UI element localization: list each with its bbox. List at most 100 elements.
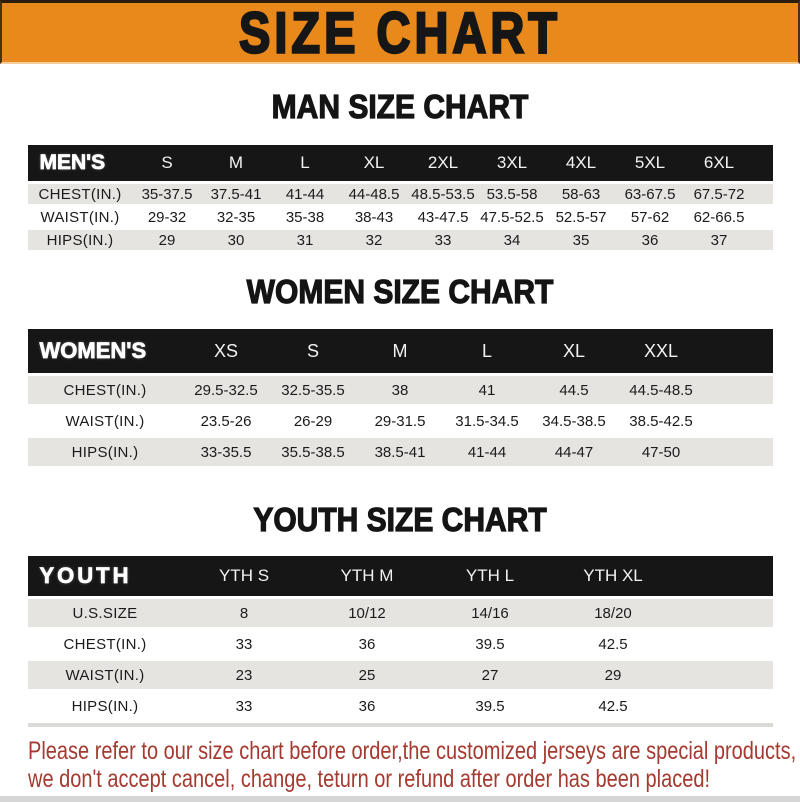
table-header-size: XXL: [617, 329, 705, 373]
table-cell: 33: [408, 230, 478, 250]
table-header-size: S: [132, 145, 202, 181]
table-cell: 34.5-38.5: [530, 407, 618, 435]
table-header-size: 2XL: [408, 145, 478, 181]
table-header-size: 4XL: [546, 145, 616, 181]
table-cell: 41-44: [270, 184, 340, 204]
table-cell: 35.5-38.5: [269, 438, 357, 466]
table-cell: 36: [305, 692, 429, 720]
table-cell: 44-47: [530, 438, 618, 466]
table-cell: 33-35.5: [182, 438, 270, 466]
table-header-size: 3XL: [477, 145, 547, 181]
table-cell: 47.5-52.5: [477, 207, 547, 227]
table-header-size: 6XL: [684, 145, 754, 181]
table-header-size: YTH L: [428, 556, 552, 596]
table-cell: 44-48.5: [339, 184, 409, 204]
table-cell: 38.5-41: [356, 438, 444, 466]
table-row: HIPS(IN.) 29 30 31 32 33 34 35 36 37: [27, 230, 773, 250]
table-header-size: XL: [530, 329, 618, 373]
row-label: U.S.SIZE: [27, 599, 183, 627]
table-header-size: XL: [339, 145, 409, 181]
table-header-label: YOUTH: [27, 556, 183, 596]
table-header-row: YOUTH YTH S YTH M YTH L YTH XL: [27, 556, 773, 596]
table-cell: 35: [546, 230, 616, 250]
table-cell: 43-47.5: [408, 207, 478, 227]
size-chart-banner: SIZE CHART: [0, 0, 800, 66]
table-cell: 44.5: [530, 376, 618, 404]
table-cell: 36: [615, 230, 685, 250]
table-row: CHEST(IN.) 29.5-32.5 32.5-35.5 38 41 44.5 44.5…: [27, 376, 773, 404]
table-cell: 37.5-41: [201, 184, 271, 204]
table-row: WAIST(IN.) 23 25 27 29: [27, 661, 773, 689]
row-label: CHEST(IN.): [27, 376, 183, 404]
disclaimer-note: Please refer to our size chart before or…: [0, 737, 800, 793]
table-cell: 37: [684, 230, 754, 250]
row-label: WAIST(IN.): [27, 207, 133, 227]
table-header-size: YTH XL: [551, 556, 675, 596]
table-cell: 8: [182, 599, 306, 627]
row-filler: [674, 692, 773, 720]
table-cell: 42.5: [551, 692, 675, 720]
bottom-divider-strip: [0, 796, 800, 802]
table-header-size: YTH S: [182, 556, 306, 596]
row-filler: [704, 407, 773, 435]
row-label: CHEST(IN.): [27, 630, 183, 658]
row-filler: [753, 207, 773, 227]
table-cell: 23: [182, 661, 306, 689]
table-cell: 44.5-48.5: [617, 376, 705, 404]
table-cell: 57-62: [615, 207, 685, 227]
table-cell: 38: [356, 376, 444, 404]
table-cell: 29: [551, 661, 675, 689]
table-cell: 62-66.5: [684, 207, 754, 227]
row-label: HIPS(IN.): [27, 438, 183, 466]
table-cell: 32-35: [201, 207, 271, 227]
disclaimer-line-2: we don't accept cancel, change, teturn o…: [28, 765, 711, 793]
youth-size-table: YOUTH YTH S YTH M YTH L YTH XL U.S.SIZE 8 10/12…: [27, 553, 773, 723]
row-label: HIPS(IN.): [27, 692, 183, 720]
table-row: CHEST(IN.) 35-37.5 37.5-41 41-44 44-48.5 48.5…: [27, 184, 773, 204]
table-cell: 63-67.5: [615, 184, 685, 204]
table-cell: 39.5: [428, 630, 552, 658]
table-cell: 32: [339, 230, 409, 250]
table-header-label: WOMEN'S: [27, 329, 183, 373]
table-cell: 47-50: [617, 438, 705, 466]
table-row: HIPS(IN.) 33 36 39.5 42.5: [27, 692, 773, 720]
table-cell: 67.5-72: [684, 184, 754, 204]
table-header-size: XS: [182, 329, 270, 373]
table-cell: 52.5-57: [546, 207, 616, 227]
row-label: HIPS(IN.): [27, 230, 133, 250]
women-section-heading: WOMEN SIZE CHART: [0, 274, 800, 312]
table-cell: 35-38: [270, 207, 340, 227]
man-section-heading-text: MAN SIZE CHART: [271, 89, 529, 127]
table-cell: 48.5-53.5: [408, 184, 478, 204]
table-cell: 33: [182, 630, 306, 658]
table-header-filler: [704, 329, 773, 373]
table-row: WAIST(IN.) 23.5-26 26-29 29-31.5 31.5-34.5 34…: [27, 407, 773, 435]
row-label: CHEST(IN.): [27, 184, 133, 204]
table-cell: 38-43: [339, 207, 409, 227]
table-cell: 42.5: [551, 630, 675, 658]
table-cell: 36: [305, 630, 429, 658]
table-row: HIPS(IN.) 33-35.5 35.5-38.5 38.5-41 41-44 44-…: [27, 438, 773, 466]
table-header-size: L: [443, 329, 531, 373]
table-cell: 30: [201, 230, 271, 250]
table-header-label: MEN'S: [27, 145, 133, 181]
table-cell: 39.5: [428, 692, 552, 720]
table-cell: 32.5-35.5: [269, 376, 357, 404]
table-cell: 31.5-34.5: [443, 407, 531, 435]
youth-table-underbar: [27, 723, 773, 727]
table-cell: 26-29: [269, 407, 357, 435]
row-filler: [674, 599, 773, 627]
table-header-size: L: [270, 145, 340, 181]
table-header-row: WOMEN'S XS S M L XL XXL: [27, 329, 773, 373]
table-cell: 27: [428, 661, 552, 689]
table-header-filler: [674, 556, 773, 596]
table-cell: 25: [305, 661, 429, 689]
table-cell: 29: [132, 230, 202, 250]
table-cell: 35-37.5: [132, 184, 202, 204]
table-cell: 29-32: [132, 207, 202, 227]
table-cell: 23.5-26: [182, 407, 270, 435]
table-cell: 41-44: [443, 438, 531, 466]
table-cell: 29.5-32.5: [182, 376, 270, 404]
table-header-size: M: [201, 145, 271, 181]
